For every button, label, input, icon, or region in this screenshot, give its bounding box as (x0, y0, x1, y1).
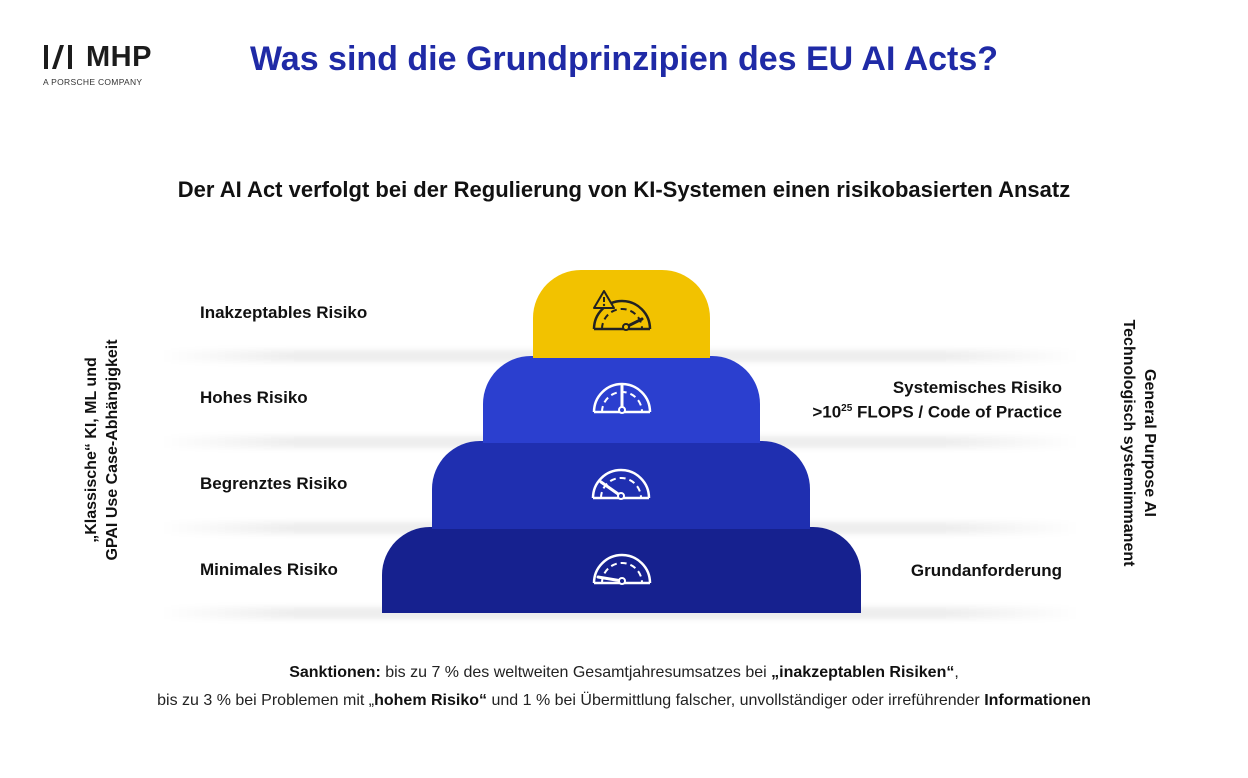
mhp-logo: MHP A PORSCHE COMPANY (42, 40, 162, 90)
mhp-logo-mark-icon (42, 40, 82, 74)
left-vertical-line1: „Klassische“ KI, ML und (83, 357, 100, 543)
gauge-low-icon (586, 545, 658, 596)
tier-begrenztes-risiko (432, 441, 810, 529)
page-title: Was sind die Grundprinzipien des EU AI A… (249, 40, 999, 78)
level-label-hoch: Hohes Risiko (200, 388, 308, 407)
systemic-risk-label: Systemisches Risiko >1025 FLOPS / Code o… (812, 377, 1062, 423)
base-requirement-label: Grundanforderung (910, 561, 1062, 580)
level-label-minimal: Minimales Risiko (200, 560, 338, 579)
left-vertical-line2: GPAI Use Case-Abhängigkeit (104, 339, 121, 561)
logo-subtitle: A PORSCHE COMPANY (43, 77, 143, 87)
right-vertical-label: General Purpose AI Technologisch systemi… (1116, 293, 1160, 593)
tier-hohes-risiko (483, 356, 760, 443)
logo-name: MHP (86, 41, 152, 73)
tier-minimales-risiko (382, 527, 861, 613)
page-subtitle: Der AI Act verfolgt bei der Regulierung … (177, 177, 1071, 202)
sanctions-line-2: bis zu 3 % bei Problemen mit „hohem Risi… (157, 692, 1091, 709)
left-vertical-label: „Klassische“ KI, ML und GPAI Use Case-Ab… (81, 300, 125, 600)
sanctions-line-1: Sanktionen: bis zu 7 % des weltweiten Ge… (289, 664, 959, 681)
warning-gauge-icon (586, 289, 658, 340)
right-vertical-line1: General Purpose AI (1141, 369, 1158, 517)
tier-inakzeptables-risiko (533, 270, 710, 358)
level-label-begrenzt: Begrenztes Risiko (200, 474, 348, 493)
level-label-inakzeptabel: Inakzeptables Risiko (200, 303, 368, 322)
gauge-high-icon (586, 374, 658, 425)
gauge-medium-icon (585, 460, 657, 511)
systemic-risk-threshold: >1025 FLOPS / Code of Practice (812, 402, 1062, 422)
systemic-risk-title: Systemisches Risiko (892, 378, 1062, 397)
right-vertical-line2: Technologisch systemimmanent (1120, 319, 1137, 567)
